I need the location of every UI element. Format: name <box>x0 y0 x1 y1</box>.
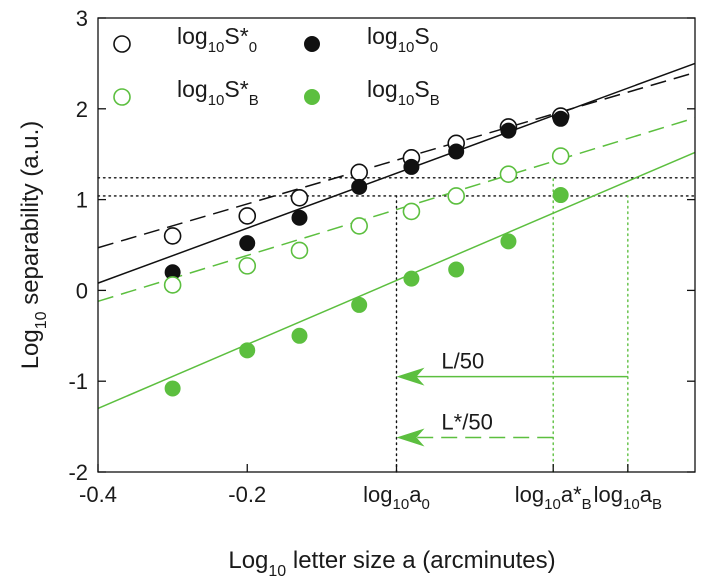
point-s1-7 <box>552 110 569 127</box>
point-s3-5 <box>448 261 465 278</box>
x-special-tick-main-0: a <box>409 482 422 507</box>
x-axis-label-base: Log <box>228 547 268 574</box>
x-special-tick-base-0: log <box>363 482 392 507</box>
legend-marker-0 <box>113 35 131 53</box>
legend-main-2: S* <box>224 76 248 102</box>
point-s2-7 <box>551 147 570 165</box>
legend-sub-2: 10 <box>208 92 225 109</box>
x-special-tick-main-1: a* <box>561 482 582 507</box>
annotations: L/50 L*/50 <box>396 349 628 447</box>
point-s0-3 <box>350 163 368 182</box>
legend-main-1: S <box>414 23 429 49</box>
y-axis-label: Log10 separability (a.u.) <box>17 121 50 370</box>
legend-base-1: log <box>367 23 398 49</box>
legend-mainsub-2: B <box>249 92 259 109</box>
point-s2-4 <box>402 202 421 221</box>
x-special-tick-sub-2: 10 <box>623 496 640 513</box>
x-axis-label-sub: 10 <box>268 563 286 580</box>
y-tick-label-1: -1 <box>68 369 88 394</box>
x-axis-label-rest: letter size a (arcminutes) <box>286 547 555 574</box>
legend-mainsub-3: B <box>430 92 440 109</box>
arrow-head-1 <box>396 428 425 447</box>
x-tick-label-1: -0.2 <box>228 482 266 507</box>
point-s1-5 <box>448 143 465 160</box>
point-s2-1 <box>238 257 257 275</box>
fit-line-0 <box>97 71 696 249</box>
point-s2-0 <box>163 276 182 294</box>
point-s2-3 <box>350 217 368 235</box>
point-s1-4 <box>403 158 420 175</box>
x-axis-label: Log10 letter size a (arcminutes) <box>228 547 555 580</box>
point-s1-3 <box>351 178 368 195</box>
y-tick-label-5: 3 <box>76 6 88 31</box>
point-s3-1 <box>239 342 256 359</box>
legend-main-3: S <box>414 76 429 102</box>
y-tick-label-2: 0 <box>76 278 88 303</box>
x-special-tick-sub-0: 10 <box>393 496 410 513</box>
legend-label-2: log10S*B <box>177 76 259 109</box>
point-s3-3 <box>351 296 368 313</box>
legend-label-0: log10S*0 <box>177 23 257 56</box>
point-s3-7 <box>552 187 569 204</box>
x-special-tick-mainsub-2: B <box>652 496 662 513</box>
fit-line-3 <box>97 151 696 410</box>
legend-marker-3 <box>304 89 320 105</box>
x-special-tick-label-1: log10a*B <box>515 482 592 513</box>
y-tick-label-0: -2 <box>68 460 88 485</box>
x-special-tick-base-1: log <box>515 482 544 507</box>
annotation-label-1: L*/50 <box>441 409 492 434</box>
y-axis-label-base: Log <box>17 329 44 369</box>
fit-lines <box>97 62 696 410</box>
x-special-tick-mainsub-0: 0 <box>421 496 429 513</box>
point-s3-6 <box>500 233 517 250</box>
x-special-tick-label-0: log10a0 <box>363 482 430 513</box>
x-special-tick-label-2: log10aB <box>594 482 662 513</box>
point-s1-1 <box>239 235 256 252</box>
x-special-tick-main-2: a <box>640 482 653 507</box>
fit-line-2 <box>97 117 696 303</box>
y-tick-label-3: 1 <box>76 188 88 213</box>
legend-sub-3: 10 <box>398 92 415 109</box>
x-special-tick-base-2: log <box>594 482 623 507</box>
arrow-head-0 <box>396 367 425 386</box>
legend-label-1: log10S0 <box>367 23 438 56</box>
point-s1-2 <box>291 209 308 226</box>
point-s2-5 <box>447 187 466 205</box>
x-tick-label-0: -0.4 <box>79 482 117 507</box>
point-s3-2 <box>291 327 308 344</box>
x-special-tick-mainsub-1: B <box>582 496 592 513</box>
y-axis-label-rest: separability (a.u.) <box>17 121 44 312</box>
point-s0-1 <box>238 207 257 225</box>
legend-base-3: log <box>367 76 398 102</box>
y-tick-label-4: 2 <box>76 97 88 122</box>
legend-base-2: log <box>177 76 208 102</box>
point-s1-6 <box>500 122 517 139</box>
legend-mainsub-0: 0 <box>249 39 257 56</box>
legend-sub-1: 10 <box>398 39 415 56</box>
point-s0-2 <box>290 188 309 207</box>
data-points <box>163 107 570 397</box>
legend-marker-1 <box>304 36 320 52</box>
y-axis-label-sub: 10 <box>33 311 50 329</box>
legend-sub-0: 10 <box>208 39 225 56</box>
legend-marker-2 <box>113 88 131 106</box>
point-s3-0 <box>164 380 181 397</box>
annotation-label-0: L/50 <box>441 349 484 374</box>
legend-mainsub-1: 0 <box>430 39 438 56</box>
legend-main-0: S* <box>224 23 248 49</box>
legend-label-3: log10SB <box>367 76 440 109</box>
legend-base-0: log <box>177 23 208 49</box>
x-special-tick-sub-1: 10 <box>544 496 561 513</box>
point-s0-0 <box>163 227 182 245</box>
reference-lines <box>97 177 696 473</box>
point-s3-4 <box>403 270 420 287</box>
point-s2-6 <box>499 165 518 183</box>
fit-line-1 <box>97 62 696 284</box>
point-s2-2 <box>290 241 309 260</box>
